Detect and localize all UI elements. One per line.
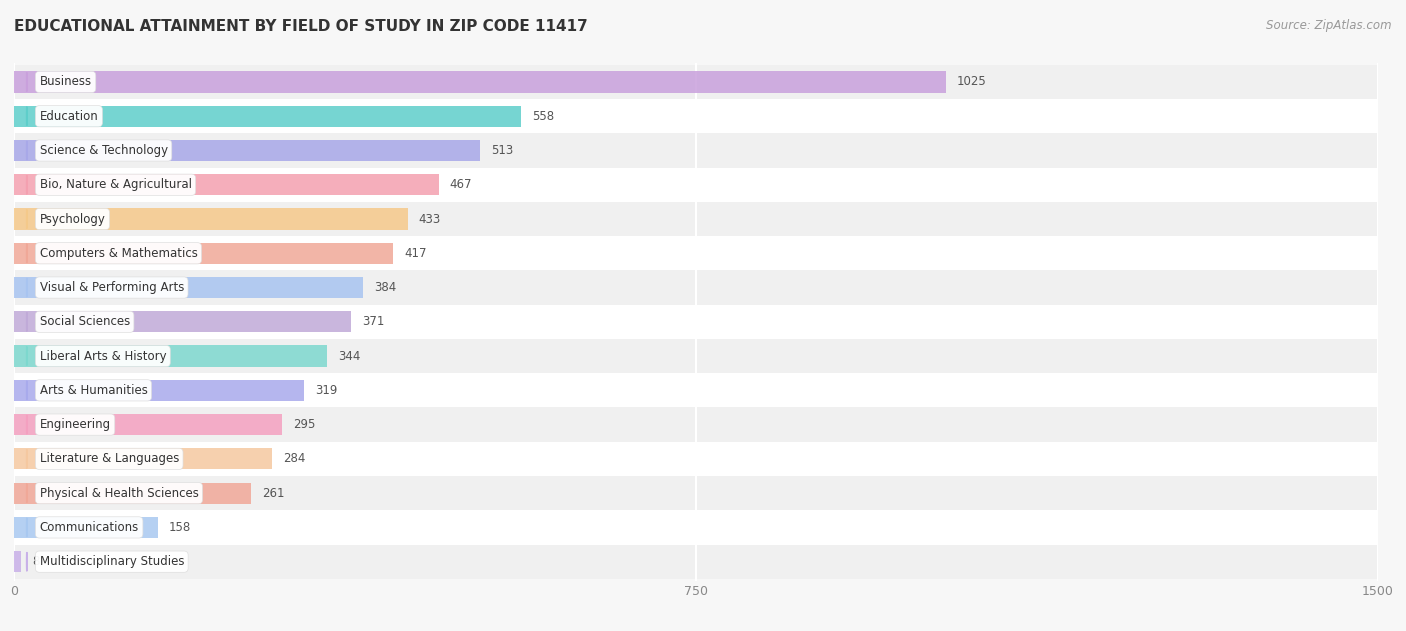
Bar: [14, 105, 522, 127]
Bar: [14, 202, 1378, 236]
Text: Visual & Performing Arts: Visual & Performing Arts: [39, 281, 184, 294]
Bar: [14, 551, 21, 572]
Text: Multidisciplinary Studies: Multidisciplinary Studies: [39, 555, 184, 568]
Bar: [14, 140, 481, 161]
Bar: [14, 448, 273, 469]
Bar: [14, 442, 1378, 476]
Text: Social Sciences: Social Sciences: [39, 316, 129, 328]
Bar: [14, 408, 1378, 442]
Text: 344: 344: [337, 350, 360, 363]
Bar: [14, 545, 1378, 579]
Bar: [14, 517, 157, 538]
Bar: [14, 71, 946, 93]
Text: Source: ZipAtlas.com: Source: ZipAtlas.com: [1267, 19, 1392, 32]
Text: 371: 371: [363, 316, 385, 328]
Text: Engineering: Engineering: [39, 418, 111, 431]
Bar: [14, 133, 1378, 168]
Bar: [14, 305, 1378, 339]
Bar: [14, 510, 1378, 545]
Text: Bio, Nature & Agricultural: Bio, Nature & Agricultural: [39, 178, 191, 191]
Text: 417: 417: [404, 247, 426, 260]
Bar: [14, 65, 1378, 99]
Bar: [14, 476, 1378, 510]
Text: 319: 319: [315, 384, 337, 397]
Text: Arts & Humanities: Arts & Humanities: [39, 384, 148, 397]
Text: Computers & Mathematics: Computers & Mathematics: [39, 247, 197, 260]
Bar: [14, 414, 283, 435]
Text: 467: 467: [450, 178, 472, 191]
Text: 8: 8: [32, 555, 39, 568]
Text: Science & Technology: Science & Technology: [39, 144, 167, 157]
Text: 295: 295: [294, 418, 315, 431]
Bar: [14, 483, 252, 504]
Text: 513: 513: [492, 144, 513, 157]
Bar: [14, 208, 408, 230]
Text: Liberal Arts & History: Liberal Arts & History: [39, 350, 166, 363]
Bar: [14, 345, 326, 367]
Text: Business: Business: [39, 76, 91, 88]
Text: 1025: 1025: [957, 76, 987, 88]
Text: Communications: Communications: [39, 521, 139, 534]
Bar: [14, 271, 1378, 305]
Bar: [14, 277, 363, 298]
Bar: [14, 311, 352, 333]
Bar: [14, 380, 304, 401]
Bar: [14, 168, 1378, 202]
Text: 284: 284: [283, 452, 305, 466]
Text: Physical & Health Sciences: Physical & Health Sciences: [39, 487, 198, 500]
Text: EDUCATIONAL ATTAINMENT BY FIELD OF STUDY IN ZIP CODE 11417: EDUCATIONAL ATTAINMENT BY FIELD OF STUDY…: [14, 19, 588, 34]
Text: 558: 558: [533, 110, 554, 122]
Bar: [14, 373, 1378, 408]
Text: 261: 261: [263, 487, 285, 500]
Text: Education: Education: [39, 110, 98, 122]
Text: Psychology: Psychology: [39, 213, 105, 225]
Text: 158: 158: [169, 521, 191, 534]
Bar: [14, 243, 394, 264]
Text: Literature & Languages: Literature & Languages: [39, 452, 179, 466]
Text: 433: 433: [419, 213, 441, 225]
Text: 384: 384: [374, 281, 396, 294]
Bar: [14, 236, 1378, 271]
Bar: [14, 99, 1378, 133]
Bar: [14, 174, 439, 196]
Bar: [14, 339, 1378, 373]
